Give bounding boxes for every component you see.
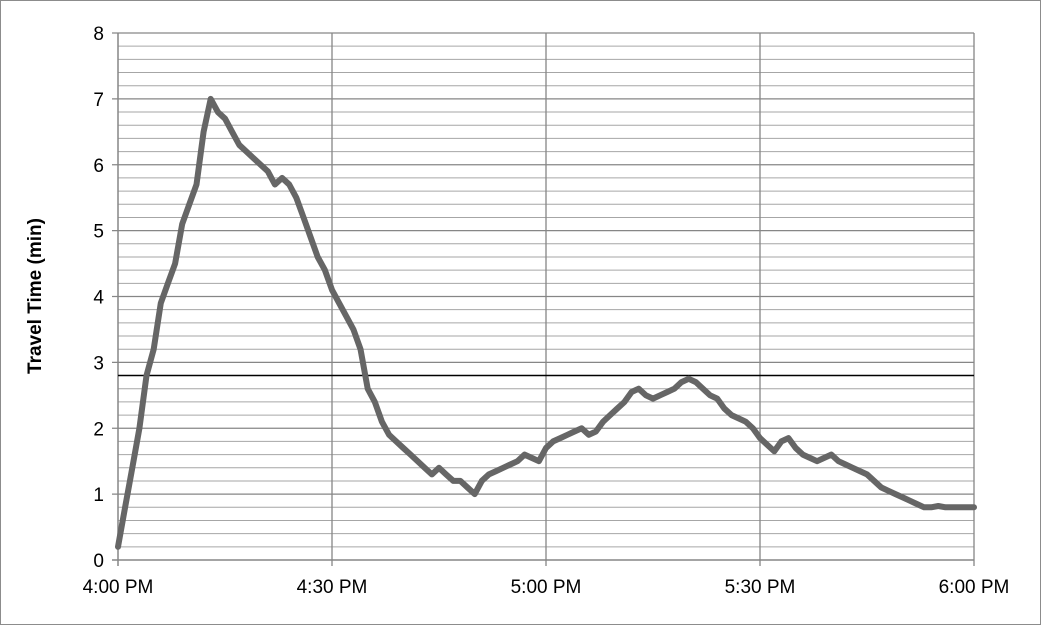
x-tick-label: 4:30 PM [297, 577, 368, 598]
major-gridlines [112, 32, 975, 566]
y-tick-label: 3 [93, 353, 104, 374]
axes [112, 33, 974, 566]
x-tick-label: 5:00 PM [511, 577, 582, 598]
y-tick-labels: 0 1 2 3 4 5 6 7 8 [93, 24, 104, 572]
y-tick-label: 6 [93, 156, 104, 177]
y-tick-label: 5 [93, 222, 104, 243]
x-tick-label: 5:30 PM [725, 577, 796, 598]
y-tick-label: 7 [93, 90, 104, 111]
y-tick-label: 4 [93, 288, 104, 309]
x-tick-label: 4:00 PM [83, 577, 154, 598]
y-tick-label: 1 [93, 485, 104, 506]
y-tick-label: 0 [93, 551, 104, 572]
x-tick-label: 6:00 PM [939, 577, 1010, 598]
y-tick-label: 8 [93, 24, 104, 45]
y-tick-label: 2 [93, 419, 104, 440]
series-line [115, 95, 977, 550]
x-tick-labels: 4:00 PM 4:30 PM 5:00 PM 5:30 PM 6:00 PM [83, 577, 1010, 598]
y-axis-title: Travel Time (min) [25, 218, 46, 374]
